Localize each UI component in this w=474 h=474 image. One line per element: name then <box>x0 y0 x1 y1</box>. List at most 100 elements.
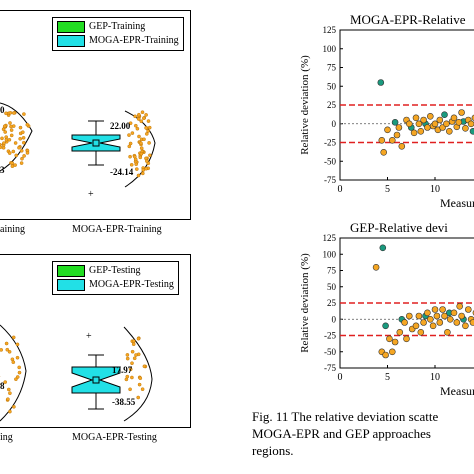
legend-training: GEP-Training MOGA-EPR-Training <box>52 17 184 51</box>
data-point-orange <box>462 322 469 330</box>
violin-dot <box>139 141 143 146</box>
violin-dot <box>11 149 16 154</box>
x-axis-label: Measured P <box>440 196 474 210</box>
data-point-orange <box>462 125 469 132</box>
data-point-orange <box>420 116 427 124</box>
violin-dot <box>3 130 7 134</box>
violin-panel-training: GEP-Training MOGA-EPR-Training 0 3 + 22.… <box>0 10 191 220</box>
caption-line: MOGA-EPR and GEP approaches <box>252 426 431 441</box>
violin-dot <box>134 167 139 171</box>
data-point-orange <box>467 120 474 128</box>
y-tick-label: 25 <box>327 298 337 308</box>
violin-dot <box>17 370 22 375</box>
violin-dot <box>15 355 20 360</box>
data-point-orange <box>417 329 425 336</box>
y-tick-label: -25 <box>324 331 336 341</box>
violin-dot <box>9 133 14 138</box>
legend-label: GEP-Testing <box>89 265 141 276</box>
data-point-orange <box>415 120 423 128</box>
data-point-orange <box>403 335 410 343</box>
violin-dot <box>137 134 141 139</box>
gep-partial-label-bottom: 3 <box>0 165 5 175</box>
violin-dot <box>17 365 22 370</box>
data-point-orange <box>389 348 396 356</box>
violin-dot <box>130 375 134 380</box>
violin-dot <box>138 155 143 160</box>
y-tick-label: -75 <box>324 175 336 185</box>
moga-plus-outlier: + <box>88 189 94 200</box>
data-point-orange <box>436 116 444 124</box>
data-point-orange <box>436 319 444 326</box>
scatter-dots-moga-testing <box>124 336 148 400</box>
chart-title: MOGA-EPR-Relative <box>350 12 466 27</box>
data-point-orange <box>441 312 448 320</box>
data-point-orange <box>396 329 404 336</box>
data-point-orange <box>415 312 423 320</box>
data-point-orange <box>412 114 420 122</box>
violin-dot <box>128 154 132 159</box>
violin-dot <box>0 142 2 147</box>
violin-dot <box>18 125 23 130</box>
violin-dot <box>7 151 12 155</box>
violin-dot <box>140 387 145 391</box>
violin-dot <box>142 137 146 142</box>
data-point-orange <box>446 128 453 135</box>
legend-swatch-gep <box>57 265 85 277</box>
violin-plot-training: 0 3 + 22.00 -24.14 <box>0 102 156 200</box>
violin-dot <box>136 173 141 178</box>
violin-dot <box>22 154 26 158</box>
violin-dot <box>140 171 145 176</box>
violin-dot <box>131 342 136 346</box>
violin-dot <box>137 112 141 117</box>
data-point-orange <box>427 113 434 120</box>
legend-item: MOGA-EPR-Testing <box>57 278 174 292</box>
data-point-orange <box>389 137 396 144</box>
y-tick-label: 0 <box>332 119 337 129</box>
violin-dot <box>5 347 10 352</box>
violin-dot <box>19 161 24 165</box>
violin-dot <box>11 111 16 115</box>
x-tick-label: 0 <box>338 184 343 195</box>
violin-dot <box>13 141 18 145</box>
data-point-orange <box>446 316 454 323</box>
data-point-orange <box>395 124 403 131</box>
violin-dot <box>17 145 21 150</box>
violin-dot <box>125 353 130 357</box>
violin-dot <box>10 164 15 168</box>
violin-dot <box>128 367 133 372</box>
legend-label: MOGA-EPR-Testing <box>89 279 174 290</box>
violin-dot <box>20 130 25 134</box>
data-point-teal <box>391 119 399 126</box>
gep-violin-partial: 8 <box>0 324 27 422</box>
violin-dot <box>7 387 11 392</box>
violin-dot <box>147 141 151 145</box>
violin-dot <box>144 126 148 130</box>
x-axis-label: Measured P <box>440 384 474 398</box>
data-point-orange <box>382 351 389 359</box>
y-tick-label: -50 <box>324 347 336 357</box>
violin-dot <box>8 111 13 115</box>
data-point-orange <box>469 319 474 326</box>
y-tick-label: 125 <box>323 233 337 243</box>
violin-dot <box>144 132 149 136</box>
violin-dot <box>8 121 12 125</box>
data-point-orange <box>431 306 439 313</box>
data-point-orange <box>406 120 413 128</box>
data-point-orange <box>444 329 451 336</box>
data-point-orange <box>410 129 418 137</box>
data-point-orange <box>443 120 450 128</box>
data-point-orange <box>406 312 413 320</box>
legend-label: GEP-Training <box>89 21 146 32</box>
violin-dot <box>134 353 138 357</box>
violin-dot <box>135 126 140 131</box>
violin-dot <box>142 364 147 369</box>
violin-dot <box>21 136 26 140</box>
data-point-orange <box>458 109 465 116</box>
y-tick-label: 100 <box>323 249 337 259</box>
y-tick-label: 50 <box>327 81 337 91</box>
violin-dot <box>146 119 151 123</box>
violin-dot <box>141 168 146 172</box>
data-point-teal <box>441 111 448 118</box>
data-point-orange <box>433 312 441 320</box>
data-point-orange <box>386 335 393 343</box>
